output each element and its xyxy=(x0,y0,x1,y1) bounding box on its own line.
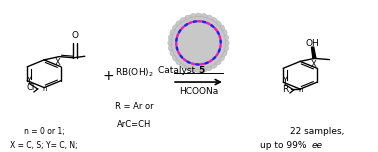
Ellipse shape xyxy=(176,58,183,65)
Ellipse shape xyxy=(184,15,192,22)
Ellipse shape xyxy=(172,25,180,32)
Text: Cl: Cl xyxy=(26,83,35,92)
Text: ee: ee xyxy=(311,141,322,150)
Text: n: n xyxy=(298,87,303,93)
Text: HCOONa: HCOONa xyxy=(179,87,218,96)
Ellipse shape xyxy=(170,29,177,36)
Ellipse shape xyxy=(180,17,187,24)
Ellipse shape xyxy=(172,54,180,61)
Ellipse shape xyxy=(190,14,197,20)
Text: Catalyst: Catalyst xyxy=(158,66,198,75)
Text: +: + xyxy=(102,69,114,83)
Ellipse shape xyxy=(222,34,229,41)
Polygon shape xyxy=(311,47,316,58)
Ellipse shape xyxy=(195,66,202,73)
Ellipse shape xyxy=(210,61,217,68)
Ellipse shape xyxy=(220,29,227,36)
Ellipse shape xyxy=(200,65,207,72)
Ellipse shape xyxy=(168,34,175,41)
Text: up to 99%: up to 99% xyxy=(260,141,310,150)
Text: ArC=CH: ArC=CH xyxy=(117,120,152,129)
Ellipse shape xyxy=(168,39,175,46)
Text: R: R xyxy=(282,85,288,94)
Text: X: X xyxy=(311,60,316,69)
Text: Y: Y xyxy=(26,76,31,85)
Text: 5: 5 xyxy=(198,66,204,75)
Text: RB(OH)$_2$: RB(OH)$_2$ xyxy=(115,67,154,79)
Ellipse shape xyxy=(190,65,197,72)
Text: X = C, S; Y= C, N;: X = C, S; Y= C, N; xyxy=(10,141,78,150)
Ellipse shape xyxy=(180,61,187,68)
Ellipse shape xyxy=(214,58,221,65)
Ellipse shape xyxy=(222,39,229,46)
Text: OH: OH xyxy=(306,38,319,48)
Ellipse shape xyxy=(220,50,227,56)
Ellipse shape xyxy=(184,64,192,71)
Text: R = Ar or: R = Ar or xyxy=(115,102,154,111)
Ellipse shape xyxy=(176,21,183,28)
Ellipse shape xyxy=(217,54,225,61)
Text: n = 0 or 1;: n = 0 or 1; xyxy=(24,127,65,136)
Ellipse shape xyxy=(205,64,212,71)
Ellipse shape xyxy=(222,45,229,51)
Text: n: n xyxy=(42,86,47,92)
Ellipse shape xyxy=(171,17,226,69)
Ellipse shape xyxy=(170,50,177,56)
Text: Y: Y xyxy=(282,76,287,85)
Ellipse shape xyxy=(217,25,225,32)
Ellipse shape xyxy=(205,15,212,22)
Text: O: O xyxy=(71,31,79,40)
Ellipse shape xyxy=(200,14,207,20)
Ellipse shape xyxy=(210,17,217,24)
Ellipse shape xyxy=(168,45,175,51)
Text: X: X xyxy=(54,58,60,67)
Ellipse shape xyxy=(195,13,202,20)
Text: 22 samples,: 22 samples, xyxy=(290,127,344,136)
Ellipse shape xyxy=(214,21,221,28)
